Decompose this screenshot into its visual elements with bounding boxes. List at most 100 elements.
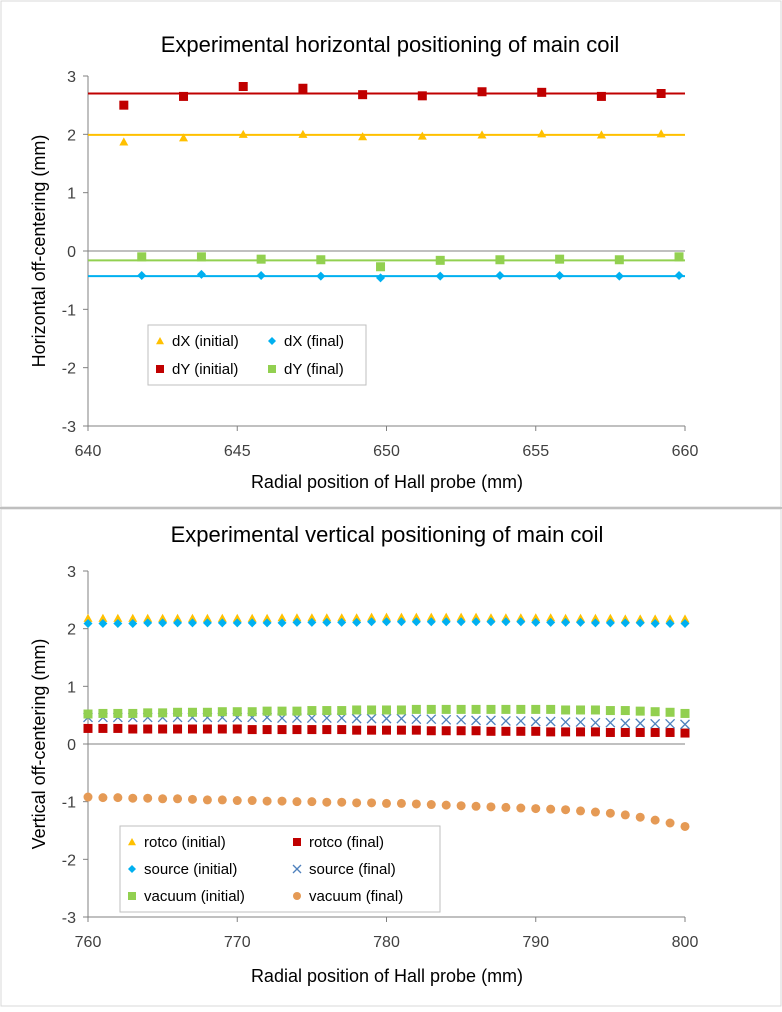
y-tick-label: -1 [62, 302, 76, 319]
data-point [83, 792, 93, 802]
legend: rotco (initial) rotco (final) source (init… [119, 825, 441, 913]
data-point [83, 709, 93, 719]
data-point [128, 618, 138, 628]
x-tick-label: 640 [75, 443, 102, 460]
data-point [119, 100, 129, 110]
data-point [367, 612, 377, 621]
data-point [531, 704, 541, 714]
data-point [113, 793, 123, 803]
x-tick-label: 655 [522, 443, 549, 460]
legend-label: source (initial) [144, 861, 237, 878]
data-point-stroke-b [471, 715, 482, 726]
data-point [376, 273, 386, 283]
data-point [560, 717, 571, 728]
data-point [516, 803, 526, 813]
data-point [232, 618, 242, 628]
y-axis-label: Vertical off-centering (mm) [29, 639, 49, 850]
data-point [650, 614, 660, 623]
data-point [441, 617, 451, 627]
data-point [411, 725, 421, 735]
data-point [650, 815, 660, 825]
legend-label: dX (final) [284, 333, 344, 350]
data-point [605, 613, 615, 622]
data-point [396, 725, 406, 735]
data-point [650, 727, 660, 737]
data-point [426, 800, 436, 810]
data-point [128, 793, 138, 803]
data-point [417, 91, 427, 101]
data-point [98, 723, 108, 733]
data-point [247, 618, 257, 628]
data-point [232, 724, 242, 734]
data-point [441, 726, 451, 736]
data-point [501, 802, 511, 812]
data-point [143, 724, 153, 734]
data-point [187, 707, 197, 717]
data-point [620, 810, 630, 820]
data-point [173, 707, 183, 717]
data-point [605, 618, 615, 628]
data-point [471, 704, 481, 714]
data-point [307, 797, 317, 807]
data-point [665, 614, 675, 623]
data-point [605, 717, 616, 728]
data-point [605, 706, 615, 716]
data-point [232, 707, 242, 717]
legend-box [147, 324, 367, 386]
series-dx-final- [137, 269, 684, 283]
data-point [137, 252, 147, 262]
y-tick-label: -2 [62, 361, 76, 378]
data-point [441, 800, 451, 810]
data-point [650, 718, 661, 729]
data-point [173, 724, 183, 734]
data-point-stroke-b [396, 713, 407, 724]
data-point [417, 131, 427, 140]
legend-label: dX (initial) [172, 333, 239, 350]
data-point [426, 617, 436, 627]
data-point [665, 618, 675, 628]
legend-marker [268, 365, 276, 373]
data-point [471, 612, 481, 621]
data-point [337, 613, 347, 622]
data-point [596, 130, 606, 139]
vertical-positioning-chart: Experimental vertical positioning of mai… [29, 522, 698, 986]
data-point [680, 614, 690, 623]
data-point-stroke-b [441, 714, 452, 725]
legend-label: dY (final) [284, 361, 344, 378]
data-point [262, 613, 272, 622]
data-point [277, 796, 287, 806]
data-point [113, 708, 123, 718]
data-point [232, 796, 242, 806]
data-point [366, 713, 377, 724]
data-point [202, 795, 212, 805]
data-point [98, 613, 108, 622]
legend-label: rotco (initial) [144, 834, 226, 851]
data-point [83, 618, 93, 628]
data-point [456, 612, 466, 621]
data-point [137, 271, 147, 280]
data-point [173, 618, 183, 628]
data-point [614, 255, 624, 265]
data-point [674, 271, 684, 280]
x-tick-label: 790 [522, 934, 549, 951]
series-source-final- [83, 712, 690, 730]
x-tick-label: 650 [373, 443, 400, 460]
data-point-stroke-b [560, 717, 571, 728]
data-point-stroke-b [486, 715, 496, 726]
x-tick-label: 800 [672, 934, 699, 951]
data-point [531, 617, 541, 627]
data-point [128, 708, 138, 718]
data-point [546, 613, 556, 622]
data-point [590, 727, 600, 737]
x-tick-label: 770 [224, 934, 251, 951]
series-dx-initial- [119, 129, 666, 146]
data-point [411, 612, 421, 621]
data-point [561, 727, 571, 737]
data-point [367, 798, 377, 808]
y-tick-label: 2 [67, 127, 76, 144]
data-point [546, 804, 556, 814]
data-point [292, 613, 302, 622]
data-point [576, 727, 586, 737]
data-point [277, 725, 287, 735]
data-point [382, 705, 391, 715]
